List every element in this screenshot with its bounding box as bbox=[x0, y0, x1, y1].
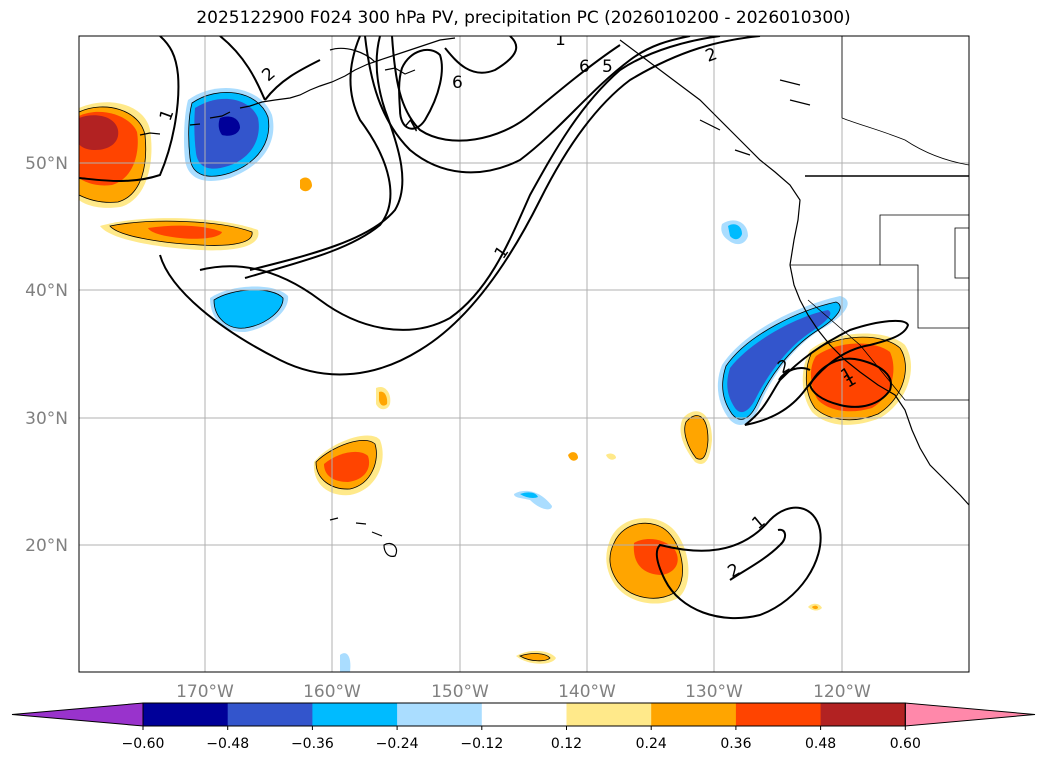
lat-label-50n: 50°N bbox=[25, 154, 68, 174]
contour-label: 2 bbox=[775, 356, 794, 379]
map-frame bbox=[78, 35, 970, 673]
colorbar-labels: −0.60 −0.48 −0.36 −0.24 −0.12 0.12 0.24 0.36 0.4… bbox=[122, 726, 921, 752]
colorbar-tick-label: −0.48 bbox=[206, 736, 249, 752]
colorbar-segment bbox=[397, 703, 483, 726]
lat-label-40n: 40°N bbox=[25, 281, 68, 301]
lon-label-140w: 140°W bbox=[558, 682, 616, 702]
colorbar-tick-label: −0.24 bbox=[376, 736, 419, 752]
lon-label-120w: 120°W bbox=[813, 682, 871, 702]
colorbar-tick-label: 0.36 bbox=[720, 736, 751, 752]
colorbar-extend-max bbox=[904, 702, 1036, 727]
colorbar-segment bbox=[227, 703, 313, 726]
lon-label-150w: 150°W bbox=[431, 682, 489, 702]
colorbar-segment bbox=[143, 703, 229, 726]
pv-contours bbox=[79, 36, 910, 620]
colorbar-tick-label: 0.60 bbox=[890, 736, 921, 752]
coastlines bbox=[139, 36, 969, 557]
lat-label-20n: 20°N bbox=[25, 536, 68, 556]
contour-label: 6 bbox=[579, 57, 590, 77]
colorbar-outline bbox=[142, 702, 906, 727]
colorbar-segment bbox=[481, 703, 567, 726]
contour-label: 1 bbox=[555, 30, 566, 50]
contour-label: 1 bbox=[491, 243, 514, 263]
colorbar-tick-label: −0.12 bbox=[460, 736, 503, 752]
colorbar-tick-label: 0.12 bbox=[551, 736, 582, 752]
colorbar-tick-label: −0.36 bbox=[291, 736, 334, 752]
lat-labels: 50°N 40°N 30°N 20°N bbox=[25, 154, 68, 556]
contour-label: 2 bbox=[703, 44, 720, 66]
lon-label-160w: 160°W bbox=[303, 682, 361, 702]
lon-labels: 170°W 160°W 150°W 140°W 130°W 120°W bbox=[176, 682, 871, 702]
contour-label: 1 bbox=[156, 107, 178, 124]
colorbar-segment bbox=[820, 703, 906, 726]
colorbar-segment bbox=[735, 703, 822, 726]
colorbar-segment bbox=[651, 703, 737, 726]
lon-label-130w: 130°W bbox=[685, 682, 743, 702]
colorbar-segment bbox=[566, 703, 652, 726]
lon-label-170w: 170°W bbox=[176, 682, 234, 702]
colorbar bbox=[11, 702, 1036, 727]
colorbar-segment bbox=[312, 703, 398, 726]
chart-title: 2025122900 F024 300 hPa PV, precipitatio… bbox=[196, 8, 851, 28]
precip-shading bbox=[79, 88, 912, 672]
contour-label: 2 bbox=[258, 64, 279, 86]
colorbar-tick-label: −0.60 bbox=[122, 736, 165, 752]
contour-label: 6 bbox=[452, 73, 463, 93]
contour-label: 5 bbox=[602, 57, 613, 77]
colorbar-tick-label: 0.48 bbox=[805, 736, 836, 752]
lat-label-30n: 30°N bbox=[25, 409, 68, 429]
map-area: 1 2 1 6 7 1 6 5 2 1 2 2 1 1 bbox=[79, 30, 969, 672]
colorbar-extend-min bbox=[11, 702, 144, 727]
colorbar-tick-label: 0.24 bbox=[636, 736, 667, 752]
contour-label: 7 bbox=[403, 116, 425, 137]
contour-label: 2 bbox=[725, 560, 744, 583]
gridlines bbox=[79, 36, 969, 672]
